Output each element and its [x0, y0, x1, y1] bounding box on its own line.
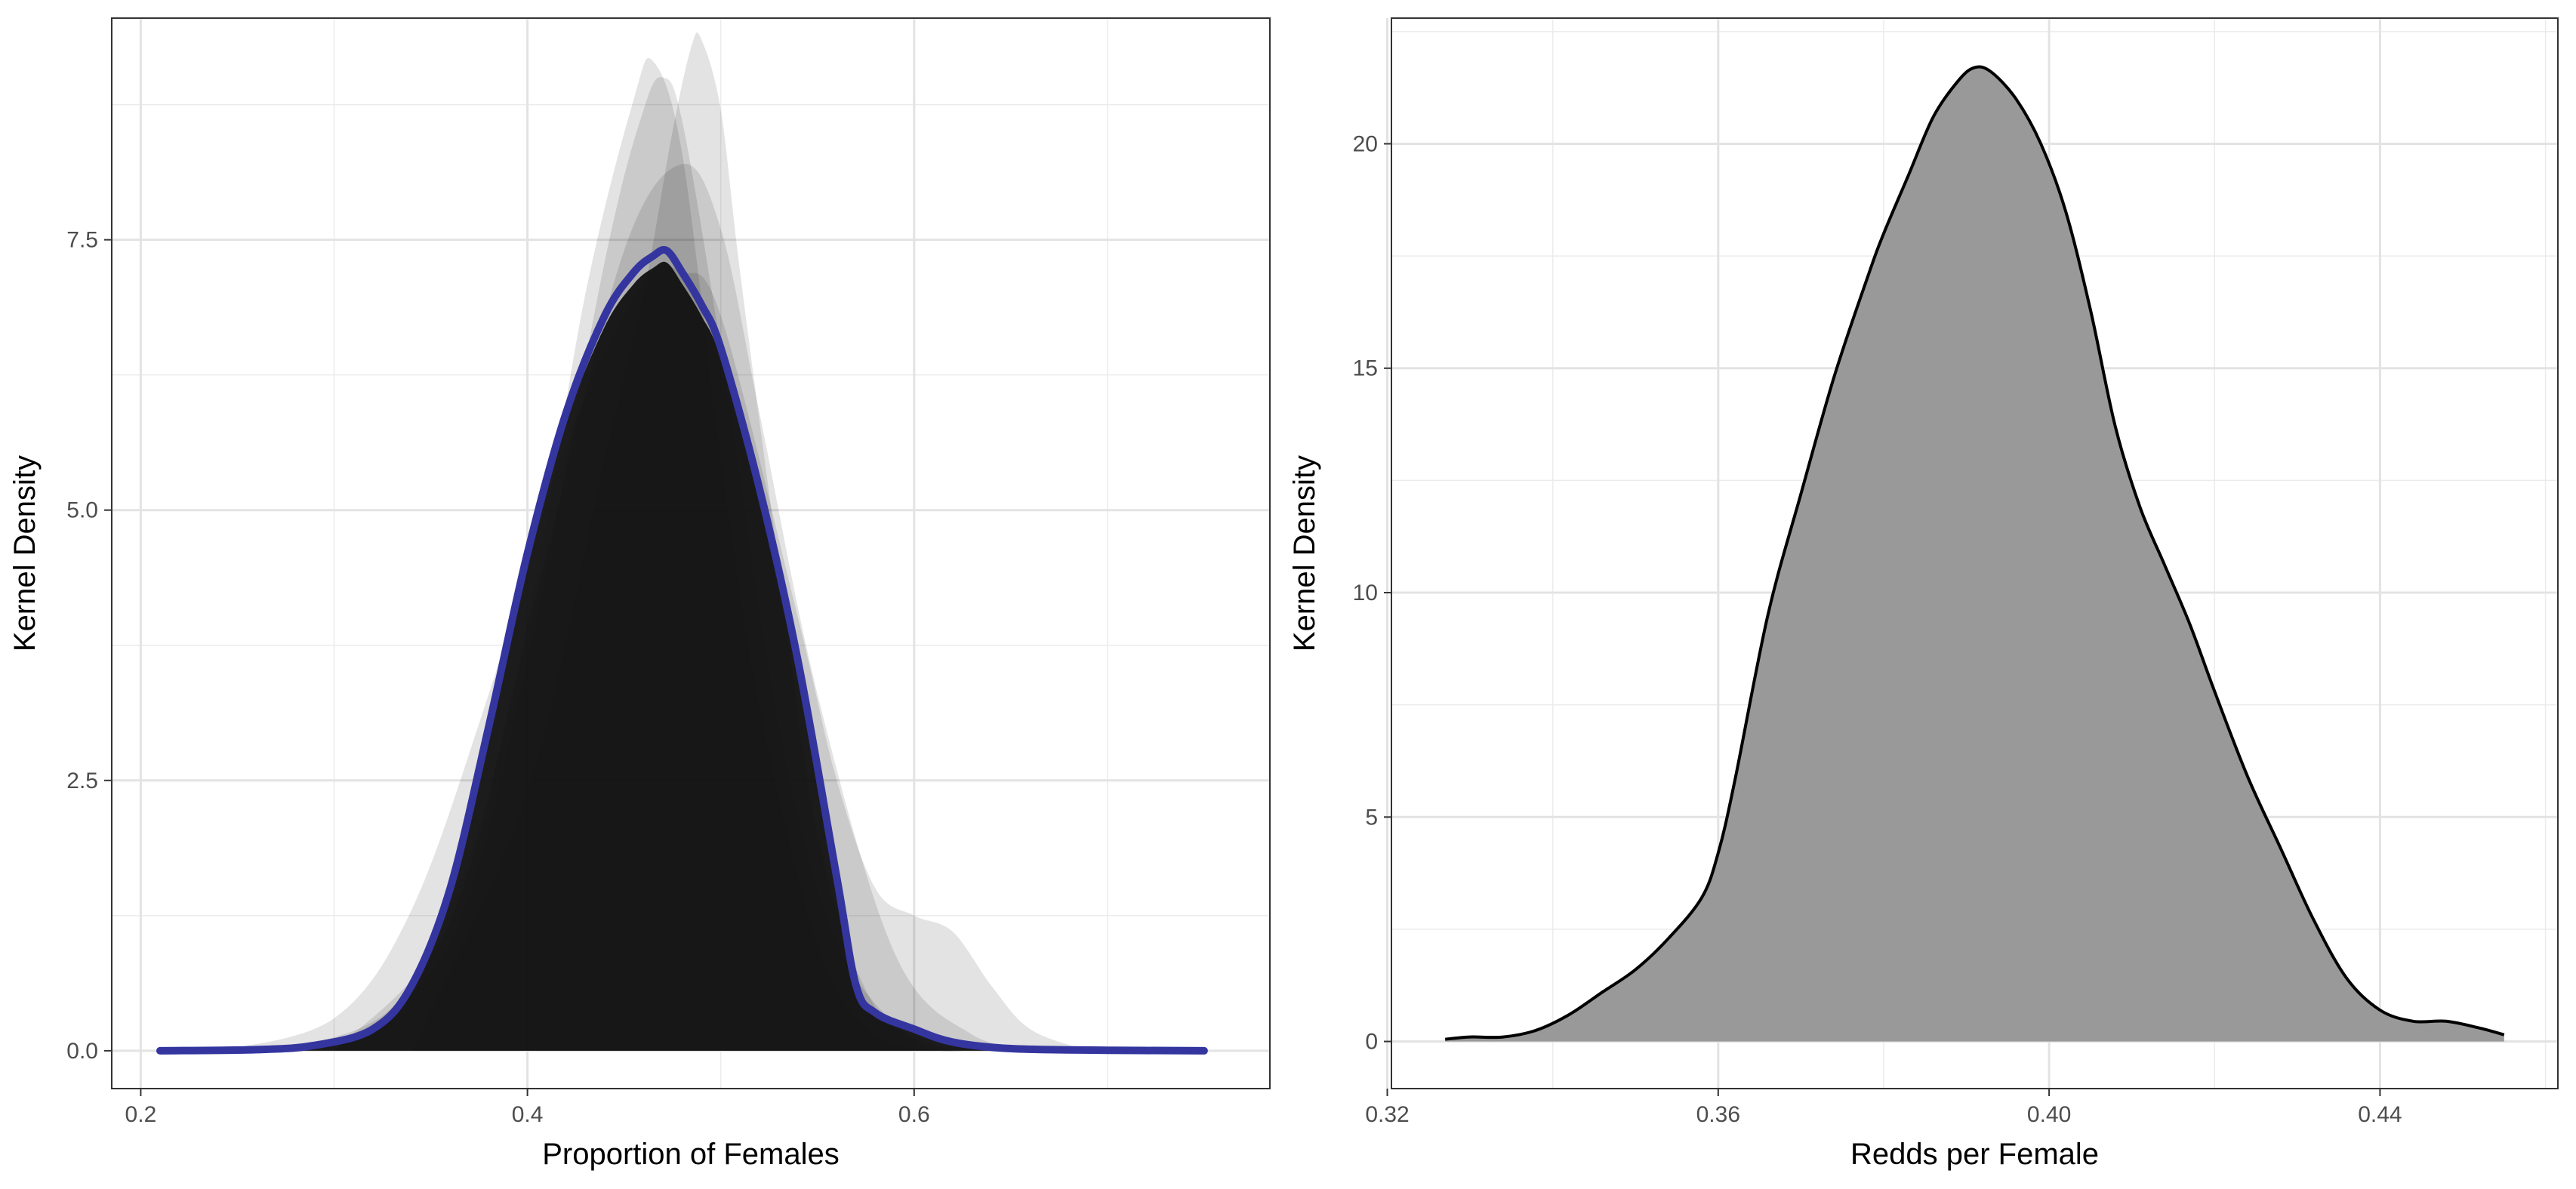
- x-tick-label: 0.36: [1696, 1102, 1740, 1127]
- panel-proportion-of-females: 0.2 0.4 0.6 0.0 2.5 5.0 7.5 Proportion of Fem…: [8, 17, 1271, 1171]
- panel-border: [1391, 17, 2559, 1089]
- y-tick-label: 7.5: [66, 228, 98, 253]
- mean-density-line: [156, 245, 1208, 1055]
- y-tick-label: 0.0: [66, 1039, 98, 1064]
- mean-density: [156, 245, 1208, 1055]
- y-tick-label: 15: [1353, 356, 1378, 381]
- y-tick-label: 0: [1365, 1030, 1378, 1055]
- posterior-draws-band: [160, 261, 1204, 1051]
- x-tick-label: 0.2: [125, 1102, 157, 1127]
- y-tick-label: 2.5: [66, 769, 98, 793]
- x-tick-label: 0.6: [898, 1102, 930, 1127]
- x-axis-title: Redds per Female: [1850, 1138, 2099, 1171]
- density-area: [1445, 65, 2505, 1042]
- density-line: [1445, 65, 2505, 1041]
- panel-border: [111, 17, 1271, 1089]
- y-axis: 0.0 2.5 5.0 7.5: [66, 228, 112, 1064]
- x-tick-label: 0.4: [512, 1102, 544, 1127]
- y-axis-title: Kernel Density: [1288, 455, 1321, 651]
- y-axis: 0 5 10 15 20: [1353, 131, 1391, 1055]
- y-tick-label: 20: [1353, 131, 1378, 156]
- y-axis-title: Kernel Density: [8, 455, 42, 651]
- x-axis: 0.32 0.36 0.40 0.44: [1365, 1089, 2402, 1127]
- density-fill: [1445, 66, 2504, 1042]
- y-tick-label: 5.0: [66, 498, 98, 523]
- x-tick-label: 0.44: [2358, 1102, 2402, 1127]
- y-tick-label: 10: [1353, 581, 1378, 605]
- density-draws: [160, 32, 1204, 1052]
- x-tick-label: 0.32: [1365, 1102, 1409, 1127]
- y-tick-label: 5: [1365, 805, 1378, 830]
- x-axis: 0.2 0.4 0.6: [125, 1089, 930, 1127]
- panel-redds-per-female: 0.32 0.36 0.40 0.44 0 5 10 15 20 Redds per Fema…: [1288, 17, 2559, 1171]
- x-tick-label: 0.40: [2027, 1102, 2071, 1127]
- x-axis-title: Proportion of Females: [542, 1138, 840, 1171]
